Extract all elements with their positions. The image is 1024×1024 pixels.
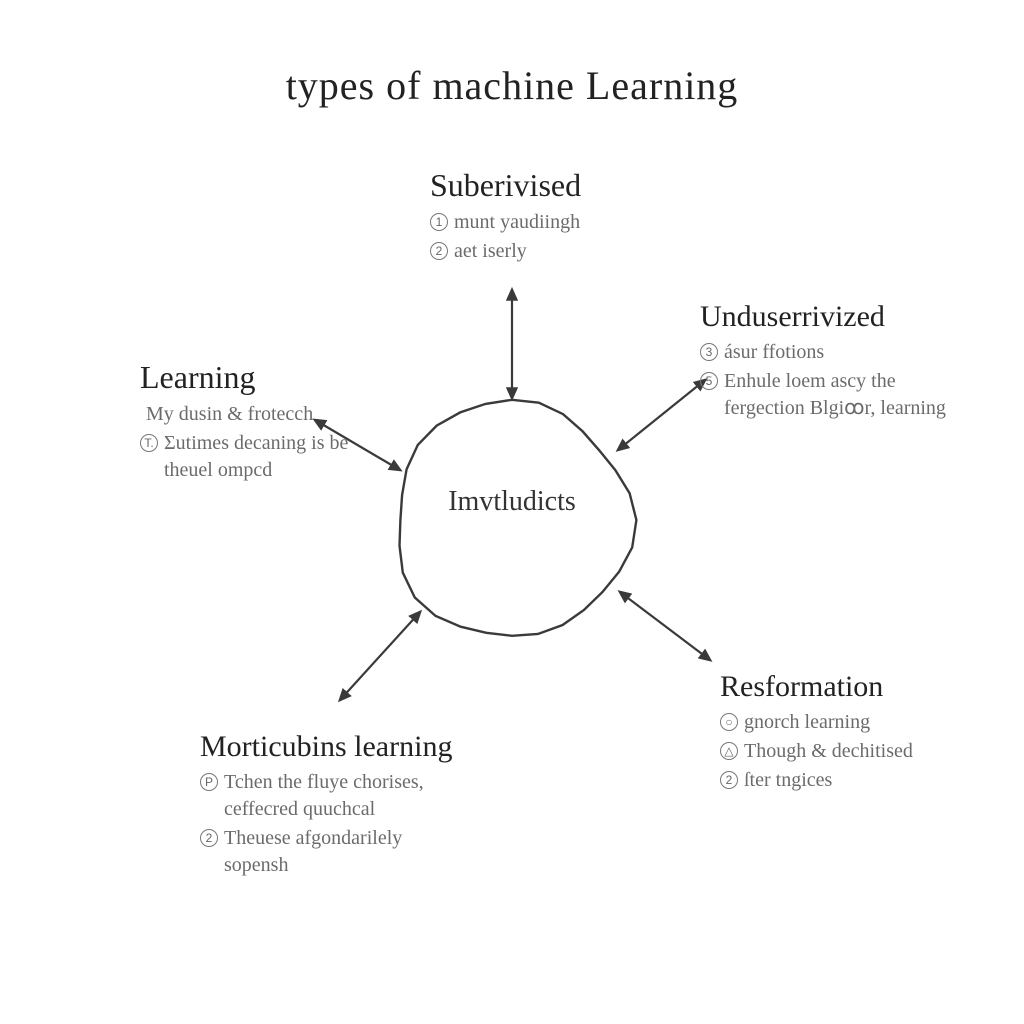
bullet-item: ○ gnorch learning xyxy=(720,709,913,736)
connector-morticubins xyxy=(340,612,420,700)
node-heading: Morticubins learning xyxy=(200,730,460,763)
bullet-item: T. Σutimes decaning is be theuel ompcd xyxy=(140,430,400,484)
bullet-text: ásur ffotions xyxy=(724,339,824,366)
bullet-item: 2 Theuese afgondarilely sopensh xyxy=(200,825,460,879)
node-bullets: P Tchen the fluye chorises, ceffecred quu… xyxy=(200,769,460,879)
bullet-text: Though & dechitised xyxy=(744,738,913,765)
bullet-text: gnorch learning xyxy=(744,709,870,736)
connector-resformation xyxy=(620,592,710,660)
bullet-marker-icon: 1 xyxy=(430,213,448,231)
bullet-text: munt yaudiingh xyxy=(454,209,580,236)
bullet-marker-icon: ○ xyxy=(720,713,738,731)
center-label: Imvtludicts xyxy=(448,486,576,518)
bullet-text: Enhule loem ascy the fergection Blgiꝏr, … xyxy=(724,368,960,422)
bullet-marker-icon: △ xyxy=(720,742,738,760)
node-heading: Suberivised xyxy=(430,168,581,203)
bullet-item: P Tchen the fluye chorises, ceffecred quu… xyxy=(200,769,460,823)
node-bullets: ○ gnorch learning △ Though & dechitised 2 ſte… xyxy=(720,709,913,794)
node-bullets: My dusin & frotecch T. Σutimes decaning is… xyxy=(140,401,400,484)
bullet-marker-icon: 5 xyxy=(700,372,718,390)
bullet-item: 3 ásur ffotions xyxy=(700,339,960,366)
node-supervised: Suberivised 1 munt yaudiingh 2 aet iserly xyxy=(430,168,581,267)
bullet-item: 2 ſter tngices xyxy=(720,767,913,794)
bullet-marker-icon: 2 xyxy=(430,242,448,260)
node-learning: Learning My dusin & frotecch T. Σutimes dec… xyxy=(140,360,400,486)
bullet-marker-icon: 2 xyxy=(200,829,218,847)
node-heading: Unduserrivized xyxy=(700,300,960,333)
bullet-item: 5 Enhule loem ascy the fergection Blgiꝏr,… xyxy=(700,368,960,422)
diagram-title: types of machine Learning xyxy=(0,62,1024,109)
node-unsupervised: Unduserrivized 3 ásur ffotions 5 Enhule loem… xyxy=(700,300,960,424)
bullet-text: Σutimes decaning is be theuel ompcd xyxy=(164,430,400,484)
bullet-item: 1 munt yaudiingh xyxy=(430,209,581,236)
bullet-text: aet iserly xyxy=(454,238,527,265)
node-morticubins: Morticubins learning P Tchen the fluye cho… xyxy=(200,730,460,881)
bullet-marker-icon: 2 xyxy=(720,771,738,789)
mindmap-canvas: types of machine Learning Imvtludicts Su… xyxy=(0,0,1024,1024)
node-resformation: Resformation ○ gnorch learning △ Though & de… xyxy=(720,670,913,796)
bullet-item: 2 aet iserly xyxy=(430,238,581,265)
bullet-text: My dusin & frotecch xyxy=(146,401,313,428)
bullet-item: My dusin & frotecch xyxy=(140,401,400,428)
node-heading: Learning xyxy=(140,360,400,395)
bullet-text: Tchen the fluye chorises, ceffecred quuc… xyxy=(224,769,460,823)
node-bullets: 3 ásur ffotions 5 Enhule loem ascy the ferg… xyxy=(700,339,960,422)
bullet-item: △ Though & dechitised xyxy=(720,738,913,765)
bullet-marker-icon: T. xyxy=(140,434,158,452)
bullet-marker-icon: 3 xyxy=(700,343,718,361)
node-bullets: 1 munt yaudiingh 2 aet iserly xyxy=(430,209,581,265)
bullet-marker-icon: P xyxy=(200,773,218,791)
bullet-text: Theuese afgondarilely sopensh xyxy=(224,825,460,879)
bullet-text: ſter tngices xyxy=(744,767,832,794)
node-heading: Resformation xyxy=(720,670,913,703)
connector-unsupervised xyxy=(618,380,705,450)
